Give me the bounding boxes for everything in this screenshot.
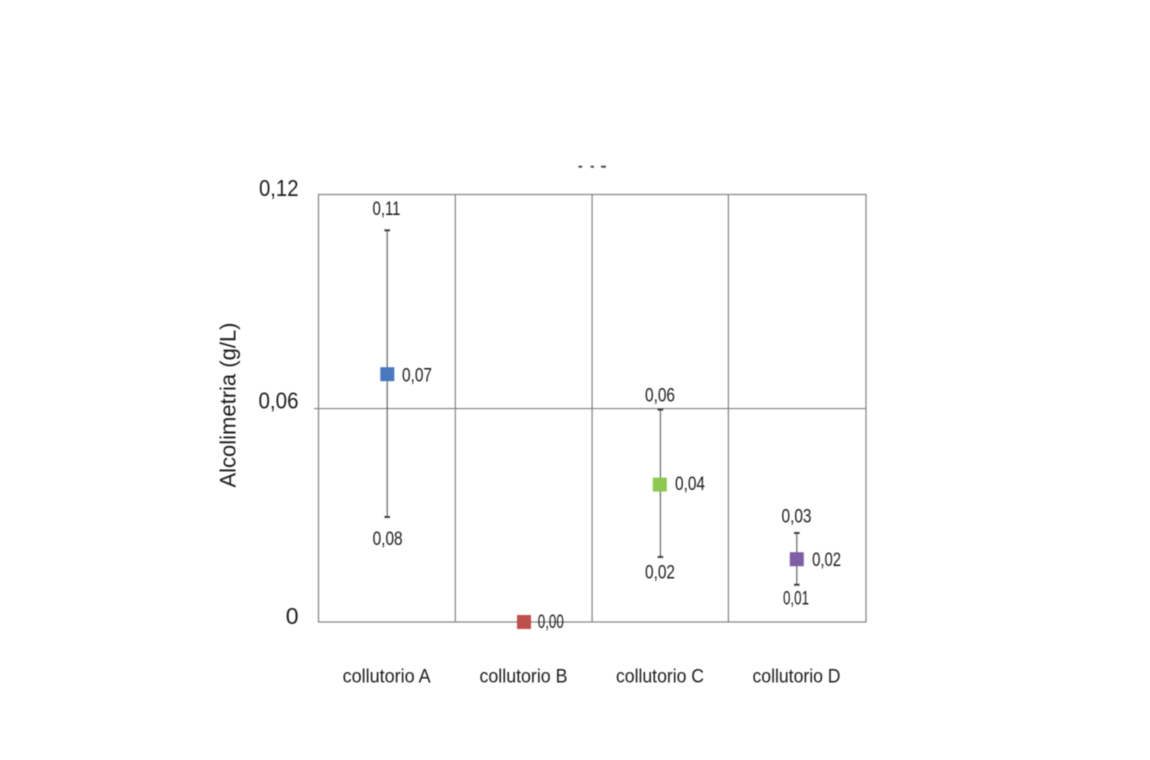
- svg-text:0,02: 0,02: [645, 562, 675, 583]
- svg-text:0,12: 0,12: [259, 175, 299, 201]
- svg-text:0,07: 0,07: [402, 365, 432, 386]
- svg-text:Alcolimetria (g/L): Alcolimetria (g/L): [216, 322, 241, 487]
- svg-text:0,00: 0,00: [538, 612, 564, 633]
- svg-text:collutorio C: collutorio C: [616, 666, 704, 688]
- svg-text:0,06: 0,06: [645, 386, 675, 407]
- svg-text:0,03: 0,03: [782, 507, 812, 528]
- svg-text:collutorio B: collutorio B: [480, 666, 568, 688]
- svg-text:0,01: 0,01: [783, 589, 809, 610]
- svg-text:0,02: 0,02: [812, 550, 841, 571]
- svg-text:0,11: 0,11: [373, 199, 401, 220]
- svg-text:0: 0: [286, 603, 299, 629]
- svg-text:collutorio A: collutorio A: [343, 666, 431, 688]
- svg-text:collutorio D: collutorio D: [753, 666, 841, 688]
- svg-text:0,04: 0,04: [675, 474, 705, 495]
- svg-text:0,06: 0,06: [259, 388, 299, 414]
- svg-text:0,08: 0,08: [373, 529, 403, 550]
